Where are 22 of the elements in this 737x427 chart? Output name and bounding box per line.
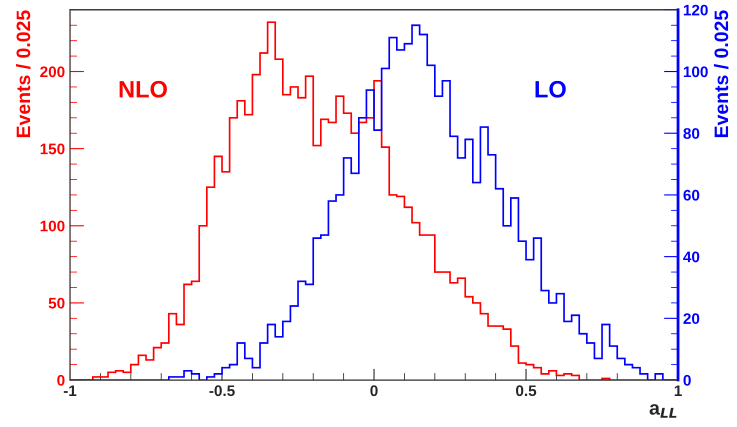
y2-tick-label: 60: [683, 190, 700, 201]
y2-tick-label: 0: [684, 374, 691, 386]
y2-tick-label: 20: [683, 313, 700, 324]
text: LO: [536, 80, 566, 98]
x-tick-label: 0.5: [516, 385, 536, 396]
y-tick-label: 50: [48, 298, 65, 309]
x-tick-label: -1: [64, 385, 76, 396]
y2-tick-label: 80: [683, 128, 700, 139]
y-tick-label: 200: [40, 66, 65, 78]
x-tick-label: -0.5: [209, 385, 235, 396]
y2-tick-label: 40: [683, 251, 700, 262]
y2-tick-label: 100: [684, 66, 708, 78]
x-tick-label: 0: [370, 385, 378, 396]
y-tick-label: 0: [57, 374, 65, 386]
y-tick-label: 150: [40, 144, 65, 154]
y-tick-label: 100: [40, 220, 65, 232]
x-tick-label: 1: [674, 385, 682, 396]
y2-tick-label: 120: [684, 4, 708, 16]
text: NLO: [120, 80, 167, 98]
y2-axis-title: Events / 0.025: [714, 10, 728, 138]
x-axis-title: a$_{LL}$: [650, 404, 676, 418]
y-axis-title: Events / 0.025: [16, 10, 30, 138]
